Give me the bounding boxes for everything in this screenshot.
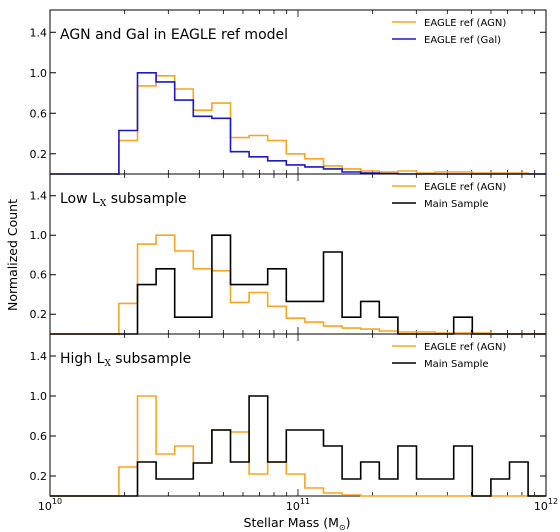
y-tick-label: 0.6 <box>30 430 48 443</box>
y-tick-label: 1.0 <box>30 390 48 403</box>
panel-title: AGN and Gal in EAGLE ref model <box>60 27 288 43</box>
series-eagle-ref-agn <box>50 234 546 335</box>
series-eagle-ref-agn <box>50 75 546 175</box>
y-axis-label: Normalized Count <box>5 199 20 311</box>
y-tick-label: 1.0 <box>30 229 48 242</box>
y-tick-label: 1.4 <box>30 350 48 363</box>
y-tick-label: 0.2 <box>30 470 48 483</box>
x-tick-label: 1011 <box>286 497 310 513</box>
y-tick-label: 0.2 <box>30 308 48 321</box>
y-tick-label: 1.4 <box>30 190 48 203</box>
x-tick-label: 1012 <box>534 497 558 513</box>
y-tick-label: 0.6 <box>30 107 48 120</box>
panel-3: 0.2 0.6 1.0 1.4 EAGLE ref (AGN) Main Sample Hi… <box>30 333 547 497</box>
panel-title: Low LX subsample <box>60 191 187 209</box>
y-tick-label: 0.2 <box>30 148 48 161</box>
legend-label: EAGLE ref (AGN) <box>424 182 506 193</box>
x-axis-label: Stellar Mass (M⊙) <box>244 515 351 532</box>
y-tick-label: 1.0 <box>30 67 48 80</box>
legend-label: Main Sample <box>424 199 489 210</box>
legend-label: EAGLE ref (Gal) <box>424 35 501 46</box>
series-main-sample <box>50 234 546 335</box>
y-tick-label: 0.6 <box>30 269 48 282</box>
legend-label: EAGLE ref (AGN) <box>424 18 506 29</box>
x-tick-label: 1010 <box>38 497 62 513</box>
series-main-sample <box>50 395 546 497</box>
y-tick-label: 1.4 <box>30 26 48 39</box>
panel-title: High LX subsample <box>60 351 191 369</box>
legend-label: Main Sample <box>424 359 489 370</box>
x-tick-labels: 1010 1011 1012 <box>38 497 558 513</box>
panel-2: 0.2 0.6 1.0 1.4 EAGLE ref (AGN) Main Sample Lo… <box>30 173 547 335</box>
series-eagle-ref-gal <box>50 72 546 175</box>
legend-label: EAGLE ref (AGN) <box>424 342 506 353</box>
panel-1: 0.2 0.6 1.0 1.4 EAGLE ref (AGN) EAGLE ref (Ga… <box>30 9 547 175</box>
